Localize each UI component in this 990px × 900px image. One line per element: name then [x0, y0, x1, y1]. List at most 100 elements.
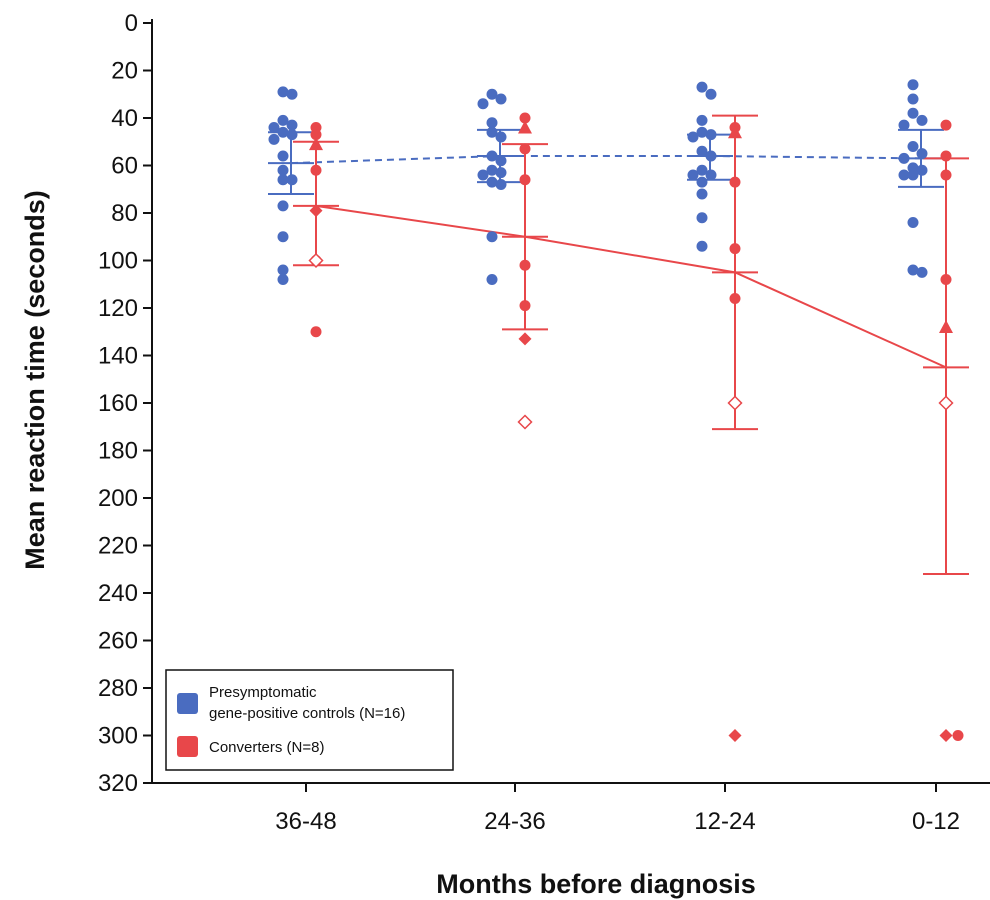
x-tick-label: 12-24	[694, 808, 755, 835]
controls-point	[277, 126, 289, 138]
controls-point	[696, 114, 708, 126]
controls-point	[907, 169, 919, 181]
y-tick-label: 180	[98, 438, 138, 465]
controls-point	[687, 131, 699, 143]
controls-point	[696, 212, 708, 224]
controls-point	[277, 264, 289, 276]
legend-label-controls-line2: gene-positive controls (N=16)	[209, 705, 405, 722]
y-tick-label: 300	[98, 723, 138, 750]
y-tick-label: 240	[98, 580, 138, 607]
y-tick-label: 220	[98, 533, 138, 560]
controls-point	[486, 150, 498, 162]
legend-label-controls-line1: Presymptomatic	[209, 684, 317, 701]
controls-point	[495, 93, 507, 105]
plot-area	[268, 79, 969, 742]
y-tick-label: 100	[98, 248, 138, 275]
converters-point	[310, 326, 322, 338]
controls-point	[696, 164, 708, 176]
legend-swatch-converters	[177, 736, 198, 757]
y-tick-label: 280	[98, 675, 138, 702]
controls-point	[705, 150, 717, 162]
controls-point	[486, 231, 498, 243]
converters-diamond	[309, 204, 323, 218]
converters-point	[310, 129, 322, 141]
controls-point	[916, 114, 928, 126]
controls-point	[687, 169, 699, 181]
y-axis-title: Mean reaction time (seconds)	[20, 190, 50, 570]
y-tick-label: 200	[98, 485, 138, 512]
legend-box	[165, 669, 454, 771]
controls-point	[907, 141, 919, 152]
controls-point	[907, 264, 919, 276]
controls-point	[486, 164, 498, 176]
controls-point	[696, 176, 708, 188]
controls-point	[486, 117, 498, 129]
controls-point	[696, 126, 708, 138]
y-tick-label: 160	[98, 390, 138, 417]
converters-point	[940, 150, 952, 162]
controls-point	[277, 231, 289, 243]
controls-point	[696, 81, 708, 93]
y-tick-label: 260	[98, 628, 138, 655]
converters-point	[310, 164, 322, 176]
controls-point	[277, 200, 289, 212]
controls-point	[907, 107, 919, 119]
converters-open-diamond	[308, 252, 324, 269]
y-tick-label: 120	[98, 295, 138, 322]
controls-point	[286, 129, 298, 141]
y-tick-label: 80	[111, 200, 138, 227]
converters-open-diamond	[938, 395, 954, 411]
converters-point	[519, 259, 531, 271]
converters-triangle	[309, 137, 323, 151]
controls-point	[696, 240, 708, 252]
controls-point	[277, 86, 289, 98]
controls-point	[705, 129, 717, 141]
legend: Presymptomatic gene-positive controls (N…	[165, 669, 454, 771]
controls-point	[696, 188, 708, 200]
controls-point	[495, 179, 507, 190]
controls-point	[916, 266, 928, 278]
controls-point	[277, 274, 289, 285]
converters-point	[940, 274, 952, 285]
legend-swatch-controls	[177, 693, 198, 714]
y-tick-label: 140	[98, 343, 138, 370]
y-tick-label: 0	[125, 10, 138, 37]
converters-triangle	[518, 120, 532, 134]
controls-point	[486, 88, 498, 100]
controls-point	[705, 88, 717, 100]
controls-point	[907, 217, 919, 228]
controls-point	[907, 79, 919, 91]
controls-point	[286, 174, 298, 186]
controls-point	[277, 114, 289, 126]
controls-point	[486, 126, 498, 138]
converters-diamond	[518, 332, 532, 346]
y-tick-label: 320	[98, 770, 138, 797]
controls-mean-line	[290, 155, 922, 165]
x-tick-label: 24-36	[484, 808, 545, 835]
controls-point	[495, 131, 507, 143]
controls-point	[898, 152, 910, 164]
controls-point	[268, 133, 280, 145]
converters-point	[729, 243, 741, 255]
controls-point	[277, 174, 289, 186]
converters-triangle	[728, 125, 742, 139]
converters-point	[729, 176, 741, 188]
legend-label-converters: Converters (N=8)	[209, 739, 324, 756]
converters-point	[519, 300, 531, 312]
converters-point	[952, 730, 964, 741]
converters-mean-line	[315, 204, 947, 369]
controls-point	[277, 164, 289, 176]
controls-point	[705, 169, 717, 181]
controls-point	[898, 119, 910, 131]
y-tick-label: 40	[111, 105, 138, 132]
axes: 0 20 40 60 80 100 120 140 160 180 200 220 240 260 280 3…	[98, 10, 990, 835]
converters-point	[519, 143, 531, 155]
converters-diamond	[728, 729, 742, 742]
converters-triangle	[939, 320, 953, 333]
controls-point	[286, 119, 298, 131]
controls-point	[898, 169, 910, 181]
controls-point	[916, 148, 928, 160]
controls-point	[268, 122, 280, 133]
controls-point	[477, 169, 489, 181]
